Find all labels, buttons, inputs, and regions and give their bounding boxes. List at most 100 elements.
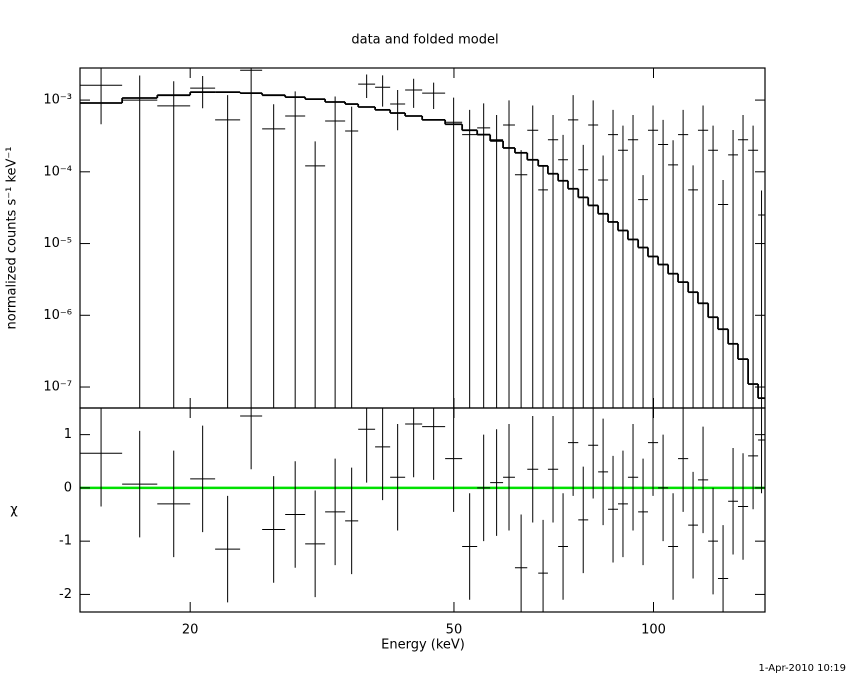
data-point xyxy=(737,453,749,560)
data-point xyxy=(588,408,599,499)
data-point xyxy=(748,408,759,510)
data-point xyxy=(80,408,123,507)
data-point xyxy=(477,103,491,408)
data-point xyxy=(514,150,528,408)
data-point xyxy=(157,81,191,408)
data-point xyxy=(688,471,698,579)
data-point xyxy=(390,90,406,131)
data-point xyxy=(608,109,619,408)
data-point xyxy=(190,75,216,109)
data-point xyxy=(748,125,759,408)
x-tick-label: 100 xyxy=(641,623,666,638)
y-tick-label: 10⁻⁴ xyxy=(43,164,72,179)
timestamp: 1-Apr-2010 10:19 xyxy=(759,663,846,674)
data-point xyxy=(708,487,718,595)
data-point xyxy=(285,461,306,568)
data-point xyxy=(375,75,391,107)
data-point xyxy=(558,134,568,408)
data-point xyxy=(678,408,689,512)
data-point xyxy=(80,68,123,125)
data-point xyxy=(717,525,729,612)
data-point xyxy=(285,91,306,408)
data-point xyxy=(567,95,579,408)
data-point xyxy=(390,423,406,531)
data-point xyxy=(618,125,628,408)
data-point xyxy=(190,425,216,533)
plot-area xyxy=(80,68,765,408)
data-point xyxy=(240,408,263,470)
data-point xyxy=(445,408,463,512)
data-point xyxy=(708,125,718,408)
data-point xyxy=(503,423,515,531)
data-point xyxy=(737,114,749,408)
data-point xyxy=(462,493,478,600)
data-point xyxy=(638,458,648,566)
data-point xyxy=(618,450,628,558)
data-point xyxy=(547,114,559,408)
data-point xyxy=(567,408,579,496)
data-point xyxy=(588,100,599,408)
data-point xyxy=(345,106,359,408)
data-point xyxy=(405,408,423,478)
y-tick-label: 10⁻⁶ xyxy=(43,308,72,323)
data-point xyxy=(717,179,729,408)
data-point xyxy=(305,490,326,598)
data-point xyxy=(358,74,376,98)
data-point xyxy=(422,82,446,110)
data-point xyxy=(358,408,376,483)
data-point xyxy=(305,141,326,408)
data-point xyxy=(538,165,548,408)
data-point xyxy=(503,100,515,408)
data-point xyxy=(658,119,669,408)
data-point xyxy=(405,78,423,108)
data-point xyxy=(477,434,491,542)
data-point xyxy=(697,105,709,408)
data-point xyxy=(578,466,589,574)
data-point xyxy=(647,408,659,496)
y-tick-label: 10⁻⁷ xyxy=(43,380,72,395)
data-point xyxy=(578,144,589,408)
data-point xyxy=(325,458,346,566)
data-point xyxy=(345,467,359,575)
data-point xyxy=(688,165,698,408)
data-point xyxy=(262,476,286,583)
data-point xyxy=(758,408,765,494)
data-point xyxy=(627,114,639,408)
y-tick-label: 0 xyxy=(64,480,72,495)
data-point xyxy=(527,105,539,408)
plot-area xyxy=(80,408,765,612)
data-point xyxy=(627,423,639,531)
x-tick-label: 50 xyxy=(446,623,463,638)
y-tick-label: 1 xyxy=(64,427,72,442)
data-point xyxy=(514,514,528,612)
data-point xyxy=(215,95,241,408)
data-point xyxy=(638,175,648,408)
x-axis-label: Energy (keV) xyxy=(381,638,465,653)
data-point xyxy=(547,415,559,523)
data-point xyxy=(375,408,391,501)
data-point xyxy=(157,450,191,558)
data-point xyxy=(678,109,689,408)
data-point xyxy=(215,495,241,603)
data-point xyxy=(490,429,504,536)
data-point xyxy=(262,104,286,408)
data-point xyxy=(240,68,263,408)
y-tick-label: -2 xyxy=(59,587,72,602)
data-point xyxy=(325,96,346,408)
data-point xyxy=(558,493,568,600)
data-point xyxy=(422,408,446,480)
panel-frame xyxy=(79,407,766,613)
y-tick-label: 10⁻⁵ xyxy=(43,236,72,251)
data-point xyxy=(462,109,478,408)
y-axis-label: χ xyxy=(10,503,18,518)
x-tick-label: 20 xyxy=(182,623,199,638)
data-point xyxy=(728,447,738,555)
data-point xyxy=(598,418,609,526)
data-point xyxy=(728,130,738,408)
data-point xyxy=(122,75,158,408)
data-point xyxy=(527,415,539,523)
data-point xyxy=(445,97,463,408)
data-point xyxy=(490,114,504,408)
y-tick-label: -1 xyxy=(59,534,72,549)
